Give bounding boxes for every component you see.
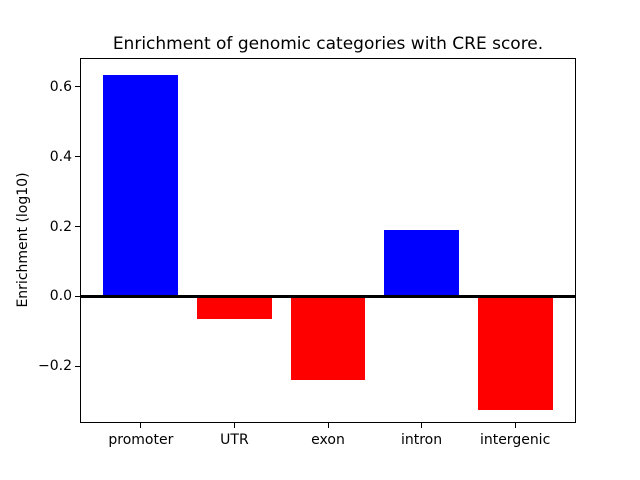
x-tick-mark — [233, 423, 235, 428]
x-tick-mark — [421, 423, 423, 428]
zero-axis-line — [81, 294, 575, 298]
y-tick-mark — [75, 295, 80, 297]
x-tick-mark — [327, 423, 329, 428]
x-tick-label-promoter: promoter — [108, 432, 174, 448]
x-tick-mark — [514, 423, 516, 428]
bar-promoter — [103, 74, 179, 297]
y-tick-mark — [75, 226, 80, 228]
x-tick-label-intron: intron — [400, 432, 443, 448]
x-tick-label-intergenic: intergenic — [479, 432, 551, 448]
y-tick-mark — [75, 156, 80, 158]
y-tick-label: 0.0 — [49, 288, 72, 305]
bar-intergenic — [477, 296, 553, 410]
x-tick-label-UTR: UTR — [220, 432, 249, 448]
bar-exon — [290, 296, 366, 381]
y-tick-label: 0.4 — [49, 148, 72, 165]
chart-title: Enrichment of genomic categories with CR… — [112, 34, 544, 54]
plot-area — [80, 58, 576, 423]
bar-UTR — [197, 296, 272, 320]
bar-intron — [384, 230, 459, 297]
x-tick-label-exon: exon — [311, 432, 345, 448]
y-tick-label: 0.2 — [49, 218, 72, 235]
x-tick-mark — [140, 423, 142, 428]
y-tick-mark — [75, 86, 80, 88]
y-tick-label: −0.2 — [38, 358, 72, 375]
y-tick-label: 0.6 — [49, 78, 72, 95]
y-tick-mark — [75, 365, 80, 367]
